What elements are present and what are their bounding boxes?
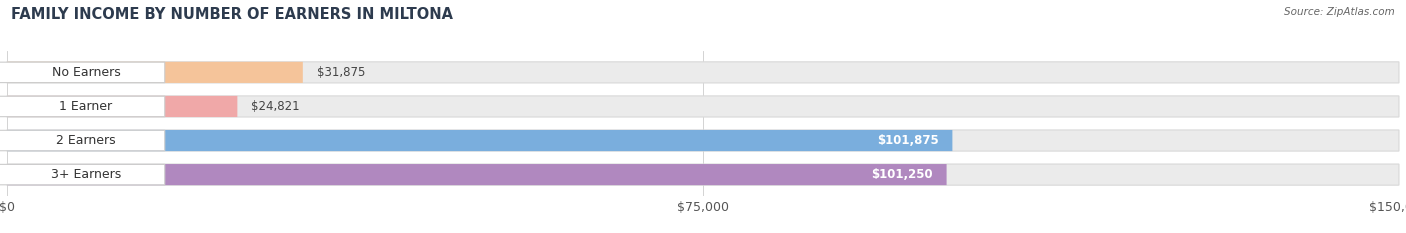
Text: $31,875: $31,875 <box>316 66 366 79</box>
Text: FAMILY INCOME BY NUMBER OF EARNERS IN MILTONA: FAMILY INCOME BY NUMBER OF EARNERS IN MI… <box>11 7 453 22</box>
FancyBboxPatch shape <box>0 130 165 151</box>
FancyBboxPatch shape <box>7 96 238 117</box>
Text: Source: ZipAtlas.com: Source: ZipAtlas.com <box>1284 7 1395 17</box>
Text: $24,821: $24,821 <box>252 100 299 113</box>
FancyBboxPatch shape <box>7 62 302 83</box>
FancyBboxPatch shape <box>7 130 1399 151</box>
FancyBboxPatch shape <box>7 62 1399 83</box>
FancyBboxPatch shape <box>7 130 952 151</box>
Text: $101,875: $101,875 <box>877 134 938 147</box>
FancyBboxPatch shape <box>0 164 165 185</box>
FancyBboxPatch shape <box>7 164 1399 185</box>
Text: No Earners: No Earners <box>52 66 121 79</box>
Text: 2 Earners: 2 Earners <box>56 134 115 147</box>
Text: 1 Earner: 1 Earner <box>59 100 112 113</box>
Text: $101,250: $101,250 <box>872 168 932 181</box>
FancyBboxPatch shape <box>7 164 946 185</box>
FancyBboxPatch shape <box>0 96 165 117</box>
Text: 3+ Earners: 3+ Earners <box>51 168 121 181</box>
FancyBboxPatch shape <box>0 62 165 83</box>
FancyBboxPatch shape <box>7 96 1399 117</box>
